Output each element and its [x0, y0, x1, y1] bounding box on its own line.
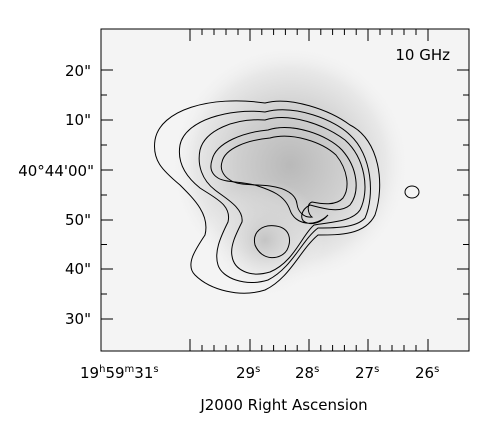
ra-tick-label: 27s	[355, 364, 379, 382]
contour-group	[153, 100, 420, 294]
dec-tick-label: 40°44'00"	[18, 162, 94, 180]
x-axis-label: J2000 Right Ascension	[199, 396, 367, 414]
dec-tick-label: 10"	[65, 111, 91, 129]
contour-knot	[253, 225, 290, 259]
dec-tick-label: 40"	[65, 260, 91, 278]
dec-tick-label: 30"	[65, 310, 91, 328]
tick-marks	[101, 29, 469, 351]
ra-tick-label: 29s	[236, 364, 260, 382]
ra-tick-label-first: 19h59m31s	[80, 364, 159, 382]
dec-tick-label: 50"	[65, 211, 91, 229]
ra-tick-label: 28s	[295, 364, 319, 382]
dec-tick-labels: 20" 10" 40°44'00" 50" 40" 30"	[18, 62, 94, 328]
ra-tick-label: 26s	[415, 364, 439, 382]
frequency-label: 10 GHz	[395, 46, 450, 64]
contour-point-source	[404, 185, 420, 199]
contour-level-4	[210, 127, 357, 225]
contour-level-3	[198, 117, 366, 275]
dec-tick-label: 20"	[65, 62, 91, 80]
contour-level-2	[178, 109, 371, 283]
ra-tick-labels: 19h59m31s 29s 28s 27s 26s	[80, 364, 439, 382]
contour-level-1	[153, 100, 381, 294]
emission-image	[140, 50, 440, 300]
contour-level-5	[220, 135, 348, 218]
